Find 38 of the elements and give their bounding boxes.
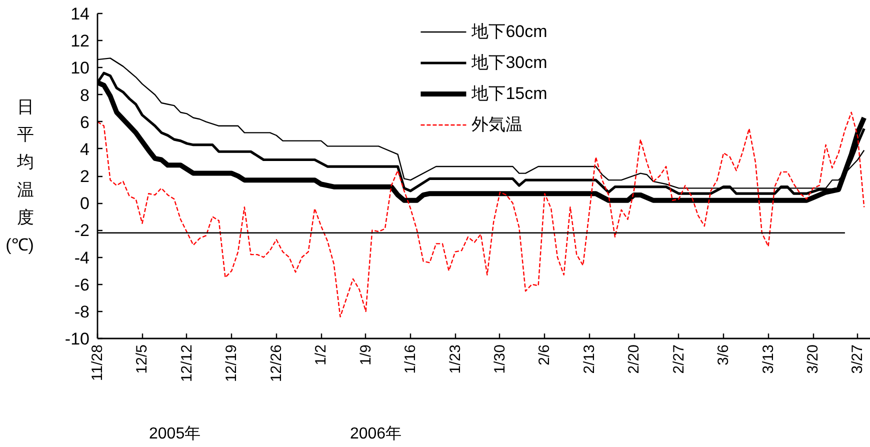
legend-label: 外気温: [472, 114, 523, 136]
y-tick-label: 0: [80, 194, 90, 214]
y-tick-label: 6: [80, 112, 90, 132]
y-tick-label: -4: [74, 248, 90, 268]
y-tick-label: 8: [80, 86, 90, 105]
y-tick-label: 2: [80, 167, 90, 186]
y-tick-label: 10: [70, 58, 90, 78]
x-tick-label: 1/30: [491, 344, 508, 374]
y-tick-label: -10: [64, 330, 90, 348]
x-tick-label: 12/19: [223, 344, 240, 382]
y-tick-label: -8: [74, 302, 90, 322]
x-tick-label: 1/16: [402, 344, 420, 374]
y-tick-label: 14: [70, 4, 90, 24]
y-tick-label: 12: [70, 32, 90, 51]
legend-label: 地下30cm: [472, 52, 548, 74]
x-tick-label: 12/5: [134, 344, 151, 374]
x-tick-label: 2/20: [626, 344, 643, 374]
x-tick-label: 12/12: [178, 344, 196, 382]
legend-label: 地下60cm: [472, 21, 548, 43]
x-tick-label: 12/26: [268, 344, 285, 382]
y-tick-label: -6: [74, 275, 90, 294]
y-tick-label: -2: [74, 221, 90, 240]
text: 2005年: [149, 426, 201, 442]
text: 2006年: [350, 426, 402, 442]
x-tick-label: 3/20: [804, 344, 822, 374]
y-axis-title: 日平均温度(℃): [6, 98, 34, 254]
x-tick-label: 11/28: [89, 344, 106, 381]
y-tick-label: 4: [80, 140, 90, 159]
legend-label: 地下15cm: [472, 83, 548, 105]
x-tick-label: 1/23: [446, 344, 464, 374]
x-tick-label: 3/27: [849, 344, 866, 374]
x-tick-label: 2/13: [580, 344, 598, 374]
x-tick-label: 2/27: [670, 344, 688, 374]
x-tick-label: 3/6: [715, 344, 732, 366]
x-tick-label: 2/6: [536, 344, 554, 366]
x-tick-label: 1/2: [312, 344, 330, 366]
x-tick-label: 3/13: [760, 344, 777, 374]
x-tick-label: 1/9: [357, 344, 374, 366]
